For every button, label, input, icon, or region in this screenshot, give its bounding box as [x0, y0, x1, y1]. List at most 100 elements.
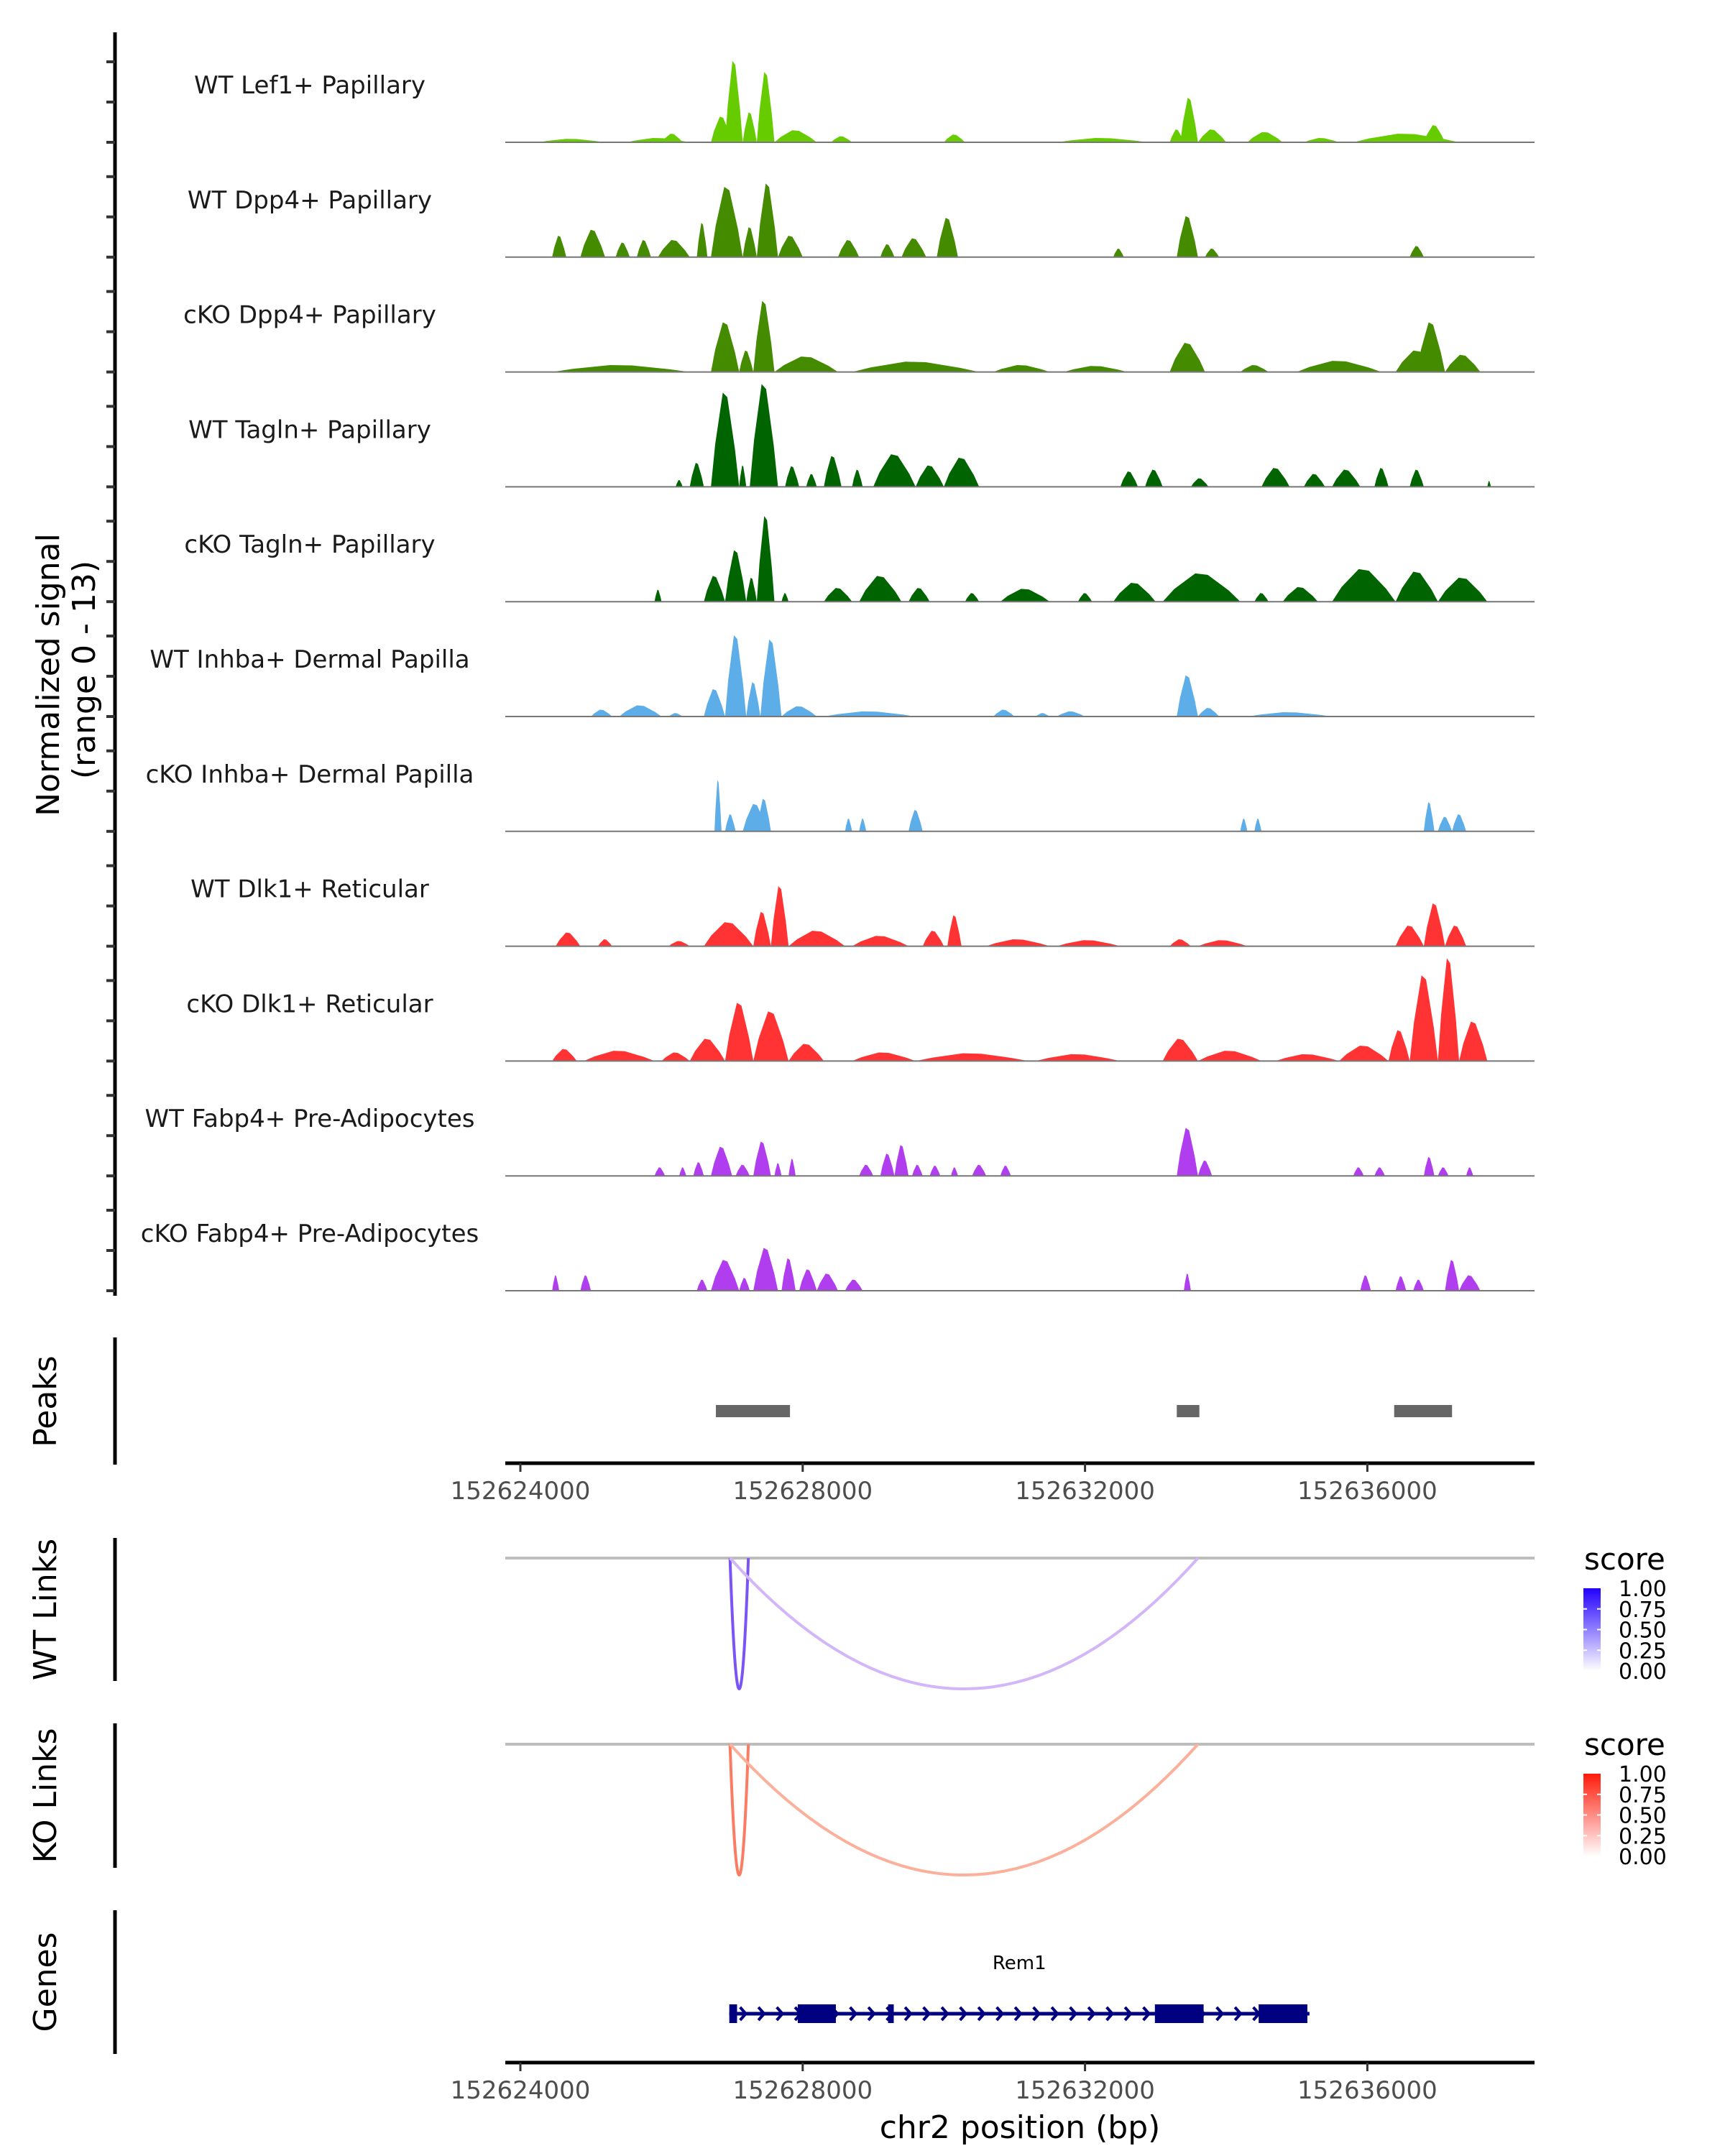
coverage-peak: [774, 356, 838, 372]
x-tick-label: 152636000: [1297, 1477, 1438, 1506]
coverage-peak: [852, 361, 980, 372]
y-title-line-2: (range 0 - 13): [66, 561, 103, 779]
strand-arrow-icon: [776, 2006, 785, 2022]
coverage-peak: [781, 706, 817, 717]
coverage-peak: [1240, 818, 1248, 831]
coverage-peak: [1113, 248, 1124, 257]
coverage-peak: [693, 1162, 704, 1176]
coverage-peak: [1197, 1051, 1262, 1061]
coverage-peak: [711, 187, 743, 257]
coverage-track: WT Inhba+ Dermal Papilla: [150, 635, 1535, 717]
coverage-peak: [746, 577, 757, 602]
peak-region: [716, 1405, 791, 1417]
coverage-peak: [908, 809, 923, 831]
coverage-peak: [774, 130, 817, 142]
coverage-peak: [824, 588, 852, 602]
coverage-peak: [831, 136, 852, 142]
coverage-peak: [658, 239, 690, 257]
coverage-track: cKO Fabp4+ Pre-Adipocytes: [141, 1220, 1535, 1291]
track-label: WT Dpp4+ Papillary: [188, 186, 432, 215]
link-arc: [728, 1557, 750, 1690]
coverage-peak: [1057, 711, 1085, 717]
coverage-peak: [894, 1145, 909, 1176]
coverage-peak: [1438, 1167, 1449, 1176]
strand-arrow-icon: [849, 2006, 858, 2022]
coverage-peak: [986, 939, 1050, 946]
peaks-label: Peaks: [27, 1355, 64, 1447]
coverage-peak: [1197, 708, 1220, 717]
coverage-peak: [1275, 1054, 1340, 1061]
coverage-peak: [1374, 468, 1389, 487]
coverage-peak: [859, 1164, 873, 1176]
coverage-peak: [711, 322, 740, 372]
coverage-peak: [654, 1167, 666, 1176]
coverage-peak: [1438, 816, 1453, 831]
coverage-peak: [1180, 98, 1198, 142]
genes-label: Genes: [27, 1932, 64, 2032]
genes-panel: Genes Rem1 152624000 152628000 152632000 15…: [27, 1910, 1535, 2146]
coverage-peak: [1077, 593, 1092, 602]
coverage-peak: [739, 350, 754, 372]
coverage-peak: [756, 515, 775, 602]
coverage-peak: [654, 589, 662, 602]
link-arc: [728, 1743, 750, 1876]
peak-regions: [716, 1405, 1453, 1417]
coverage-peak: [852, 1052, 916, 1061]
coverage-peak: [724, 814, 736, 831]
coverage-peak: [1332, 469, 1361, 487]
coverage-peak: [1169, 939, 1191, 946]
coverage-peak: [704, 922, 754, 946]
legend-tick-label: 0.75: [1619, 1598, 1667, 1623]
coverage-peak: [1413, 1279, 1424, 1291]
track-label: WT Fabp4+ Pre-Adipocytes: [145, 1105, 475, 1133]
coverage-peak: [711, 1260, 740, 1291]
coverage-peak: [1000, 589, 1050, 602]
coverage-peak: [1332, 568, 1396, 602]
coverage-peak: [1282, 586, 1318, 602]
coverage-peak: [1113, 582, 1156, 602]
coverage-peak: [584, 1051, 655, 1061]
coverage-peak: [1169, 129, 1184, 142]
peak-region: [1394, 1405, 1453, 1417]
track-label: cKO Inhba+ Dermal Papilla: [146, 760, 474, 789]
coverage-peak: [837, 239, 860, 257]
coverage-peak: [756, 798, 771, 831]
coverage-peak: [947, 915, 962, 946]
coverage-peak: [676, 479, 683, 487]
legend-tick-label: 1.00: [1619, 1762, 1667, 1787]
coverage-peak: [750, 384, 778, 487]
coverage-tracks: WT Lef1+ Papillary WT Dpp4+ Papillary cKO …: [141, 60, 1535, 1291]
strand-arrow-icon: [959, 2006, 968, 2022]
legend-title: score: [1584, 1542, 1665, 1577]
coverage-peak: [724, 635, 747, 717]
coverage-peak: [1197, 1160, 1213, 1176]
coverage-peak: [1162, 1038, 1198, 1061]
coverage-peak: [859, 818, 867, 831]
strand-arrow-icon: [1123, 2006, 1133, 2022]
coverage-y-axis: [106, 32, 117, 1296]
peak-region: [1177, 1405, 1200, 1417]
strand-arrow-icon: [903, 2006, 913, 2022]
coverage-peak: [1247, 712, 1333, 717]
coverage-peak: [1197, 940, 1248, 946]
links-label: WT Links: [27, 1539, 64, 1680]
coverage-peak: [552, 1049, 577, 1061]
coverage-peak: [799, 1269, 817, 1291]
gene-exon: [1259, 2004, 1307, 2023]
legend-tick-label: 0.50: [1619, 1618, 1667, 1644]
coverage-peak: [1423, 1156, 1435, 1176]
coverage-track: cKO Tagln+ Papillary: [184, 515, 1535, 603]
coverage-peak: [538, 139, 605, 142]
coverage-peak: [774, 1163, 782, 1176]
coverage-peak: [668, 941, 690, 946]
coverage-peak: [965, 593, 980, 602]
coverage-peak: [901, 238, 926, 257]
y-title-line-1: Normalized signal: [30, 533, 67, 816]
coverage-peak: [598, 939, 612, 946]
coverage-peak: [806, 474, 817, 487]
strand-arrow-icon: [1233, 2006, 1243, 2022]
coverage-peak: [735, 1164, 750, 1176]
strand-arrow-icon: [940, 2006, 949, 2022]
